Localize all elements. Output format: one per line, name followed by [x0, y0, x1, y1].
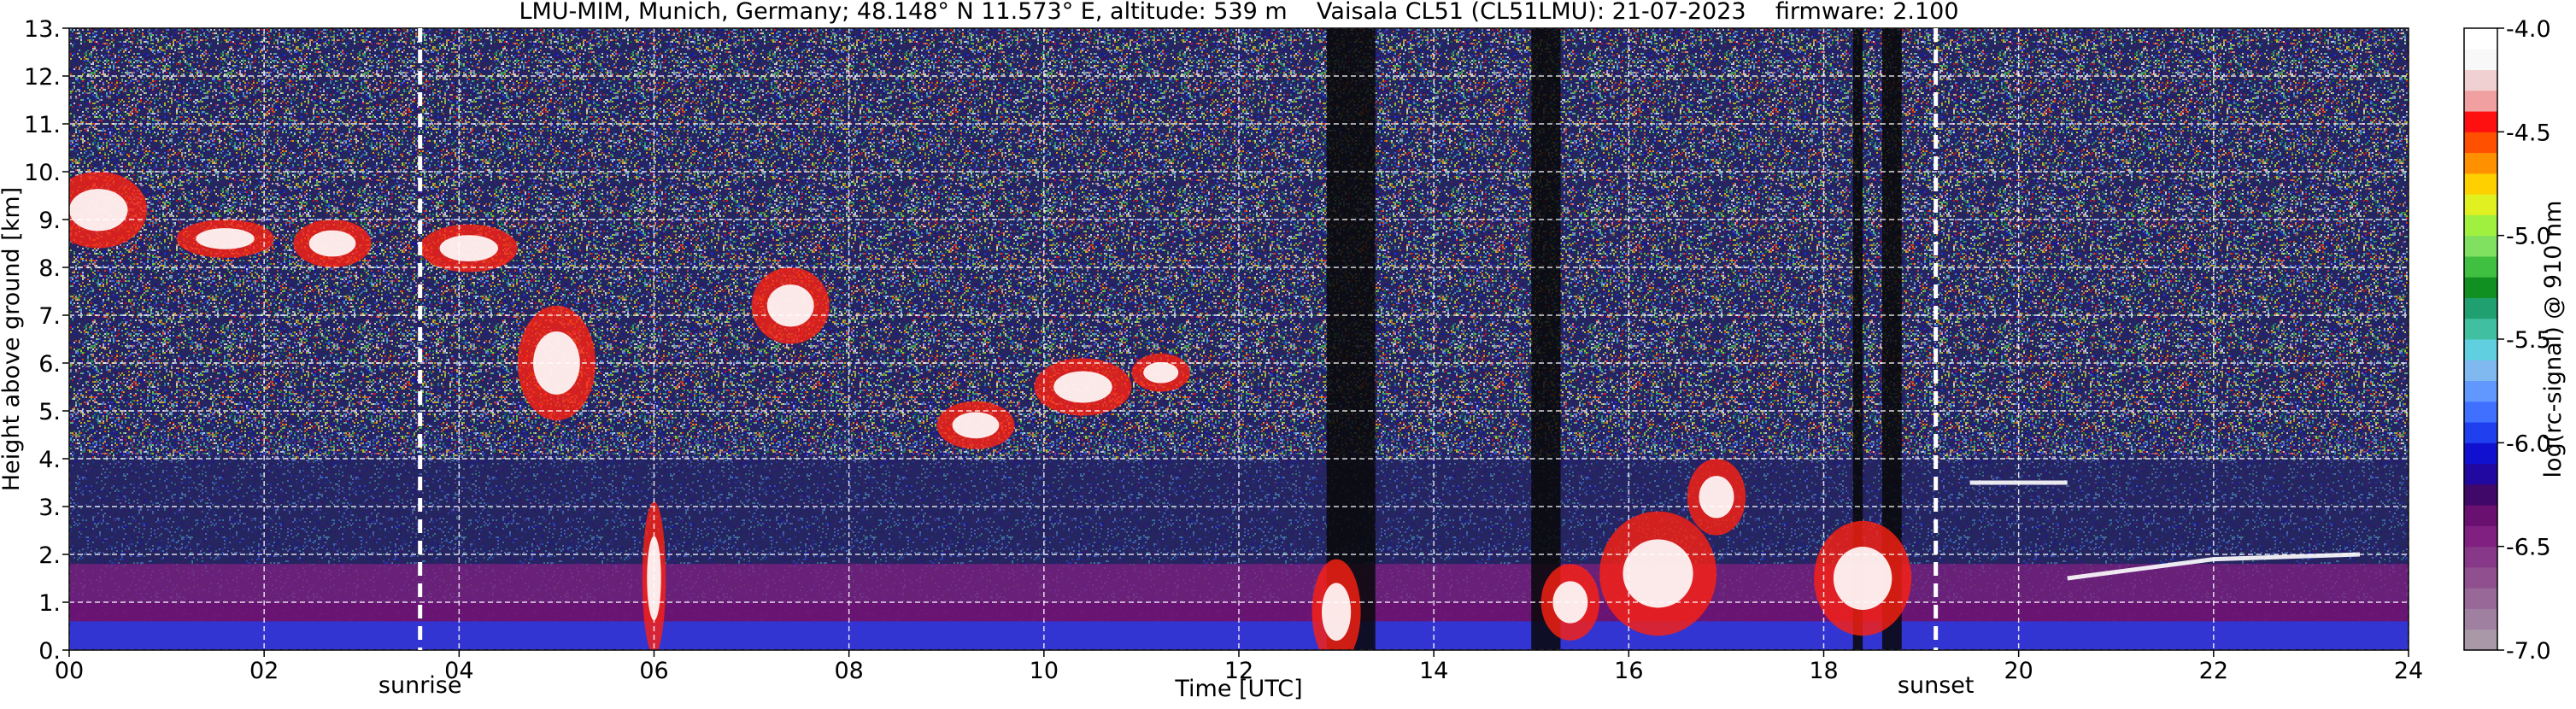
- cloud-core: [196, 228, 255, 249]
- colorbar-tick-label: -5.0: [2506, 224, 2551, 250]
- y-tick-label: 3.: [38, 495, 61, 521]
- cloud-core: [1321, 583, 1352, 642]
- y-axis-label: Height above ground [km]: [0, 187, 25, 491]
- x-tick-label: 06: [639, 658, 668, 684]
- colorbar-cell: [2464, 28, 2497, 50]
- colorbar-cell: [2464, 277, 2497, 298]
- colorbar-cell: [2464, 235, 2497, 257]
- cloud-core: [1622, 539, 1693, 608]
- colorbar-cell: [2464, 194, 2497, 215]
- colorbar-tick-label: -6.0: [2506, 431, 2551, 457]
- cloud-core: [1053, 371, 1112, 403]
- x-tick-label: 24: [2394, 658, 2423, 684]
- x-tick-label: 16: [1614, 658, 1643, 684]
- y-tick-label: 8.: [38, 255, 61, 282]
- y-tick-label: 4.: [38, 447, 61, 473]
- cloud-core: [1699, 476, 1734, 519]
- colorbar-tick-label: -5.5: [2506, 327, 2551, 354]
- colorbar-cell: [2464, 422, 2497, 443]
- x-tick-label: 22: [2199, 658, 2228, 684]
- annotation-label: sunrise: [378, 672, 462, 699]
- cloud-core: [1552, 581, 1588, 624]
- y-tick-label: 2.: [38, 542, 61, 569]
- colorbar-cell: [2464, 566, 2497, 589]
- colorbar-cell: [2464, 380, 2497, 402]
- colorbar-cell: [2464, 339, 2497, 360]
- cloud-core: [766, 284, 814, 327]
- cloud-core: [308, 230, 356, 257]
- colorbar-cell: [2464, 629, 2497, 651]
- y-tick-label: 5.: [38, 399, 61, 425]
- colorbar-cell: [2464, 69, 2497, 91]
- cloud-core: [439, 235, 498, 261]
- y-tick-label: 7.: [38, 303, 61, 330]
- dark-column: [1326, 28, 1376, 650]
- colorbar-cell: [2464, 360, 2497, 382]
- dark-column: [1852, 28, 1863, 650]
- colorbar-cell: [2464, 111, 2497, 132]
- y-tick-label: 13.: [24, 16, 61, 43]
- colorbar-cell: [2464, 152, 2497, 174]
- colorbar-cell: [2464, 318, 2497, 340]
- colorbar-cell: [2464, 401, 2497, 423]
- colorbar-cell: [2464, 505, 2497, 526]
- colorbar-tick-label: -4.0: [2506, 16, 2551, 43]
- dark-column: [1881, 28, 1902, 650]
- cloud-core: [1143, 361, 1179, 384]
- x-axis-label: Time [UTC]: [1174, 676, 1302, 702]
- y-tick-label: 9.: [38, 208, 61, 234]
- x-tick-label: 14: [1419, 658, 1448, 684]
- colorbar-cell: [2464, 588, 2497, 609]
- annotation-label: sunset: [1898, 672, 1975, 699]
- dark-column: [1531, 28, 1561, 650]
- y-tick-label: 0.: [38, 638, 61, 665]
- cloud-core: [952, 412, 1000, 439]
- colorbar-cell: [2464, 463, 2497, 485]
- x-tick-label: 20: [2004, 658, 2033, 684]
- colorbar-cell: [2464, 442, 2497, 465]
- colorbar-cell: [2464, 608, 2497, 630]
- chart-title: LMU-MIM, Munich, Germany; 48.148° N 11.5…: [519, 0, 1958, 25]
- y-tick-label: 12.: [24, 64, 61, 91]
- x-tick-label: 18: [1809, 658, 1838, 684]
- colorbar-cell: [2464, 297, 2497, 319]
- x-tick-label: 04: [444, 658, 473, 684]
- x-tick-label: 12: [1224, 658, 1253, 684]
- colorbar-cell: [2464, 255, 2497, 278]
- colorbar-cell: [2464, 49, 2497, 71]
- cloud-core: [1833, 547, 1892, 610]
- y-tick-label: 6.: [38, 351, 61, 378]
- colorbar-label: log(rc-signal) @ 910 nm: [2540, 201, 2567, 478]
- y-tick-label: 10.: [24, 160, 61, 186]
- colorbar-cell: [2464, 546, 2497, 568]
- colorbar-tick-label: -4.5: [2506, 120, 2551, 146]
- colorbar-cell: [2464, 483, 2497, 506]
- colorbar-tick-label: -6.5: [2506, 535, 2551, 561]
- colorbar-cell: [2464, 90, 2497, 112]
- x-tick-label: 10: [1030, 658, 1059, 684]
- x-tick-label: 00: [55, 658, 84, 684]
- plot-frame: [68, 27, 2409, 651]
- colorbar-cell: [2464, 525, 2497, 548]
- colorbar-cell: [2464, 214, 2497, 237]
- colorbar-cell: [2464, 132, 2497, 154]
- x-tick-label: 02: [249, 658, 279, 684]
- colorbar-cell: [2464, 173, 2497, 195]
- x-tick-label: 08: [834, 658, 863, 684]
- colorbar-tick-label: -7.0: [2506, 638, 2551, 665]
- cloud-core: [69, 189, 128, 231]
- y-tick-label: 1.: [38, 590, 61, 617]
- y-tick-label: 11.: [24, 112, 61, 138]
